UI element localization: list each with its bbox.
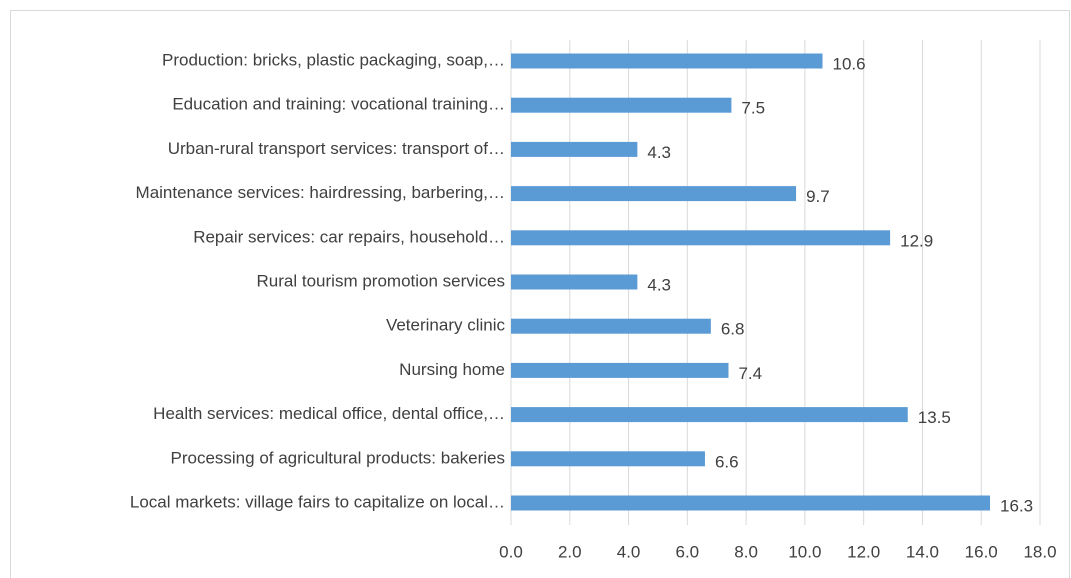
x-tick-label: 12.0 <box>847 542 880 561</box>
bar <box>511 407 908 423</box>
data-label: 9.7 <box>806 187 830 206</box>
data-label: 7.5 <box>741 99 765 118</box>
data-label: 10.6 <box>833 54 866 73</box>
y-tick-label: Maintenance services: hairdressing, barb… <box>136 183 505 202</box>
bar <box>511 141 638 157</box>
y-tick-label: Nursing home <box>399 360 505 379</box>
bar <box>511 318 711 334</box>
data-label: 6.8 <box>721 320 745 339</box>
data-label: 6.6 <box>715 452 739 471</box>
y-tick-label: Rural tourism promotion services <box>257 271 505 290</box>
x-tick-label: 14.0 <box>906 542 939 561</box>
y-tick-label: Production: bricks, plastic packaging, s… <box>162 50 505 69</box>
data-label: 4.3 <box>647 275 671 294</box>
x-tick-label: 8.0 <box>734 542 758 561</box>
x-tick-label: 2.0 <box>558 542 582 561</box>
bar <box>511 495 991 511</box>
bar <box>511 451 705 467</box>
x-tick-label: 0.0 <box>499 542 523 561</box>
bar <box>511 53 823 69</box>
x-tick-label: 10.0 <box>788 542 821 561</box>
y-tick-label: Education and training: vocational train… <box>172 95 505 114</box>
y-tick-label: Repair services: car repairs, household… <box>193 227 505 246</box>
bar <box>511 97 732 113</box>
data-label: 4.3 <box>647 143 671 162</box>
y-tick-label: Processing of agricultural products: bak… <box>171 448 506 467</box>
y-tick-label: Veterinary clinic <box>386 316 506 335</box>
bar <box>511 274 638 290</box>
y-tick-label: Health services: medical office, dental … <box>153 404 505 423</box>
x-tick-label: 4.0 <box>617 542 641 561</box>
y-tick-label: Urban-rural transport services: transpor… <box>168 139 505 158</box>
x-tick-label: 18.0 <box>1023 542 1056 561</box>
x-tick-label: 16.0 <box>965 542 998 561</box>
bar <box>511 362 729 378</box>
x-tick-label: 6.0 <box>676 542 700 561</box>
y-tick-label: Local markets: village fairs to capitali… <box>130 492 505 511</box>
bar <box>511 230 891 246</box>
data-label: 12.9 <box>900 231 933 250</box>
bar <box>511 186 797 202</box>
data-label: 13.5 <box>918 408 951 427</box>
data-label: 16.3 <box>1000 496 1033 515</box>
data-label: 7.4 <box>738 364 762 383</box>
